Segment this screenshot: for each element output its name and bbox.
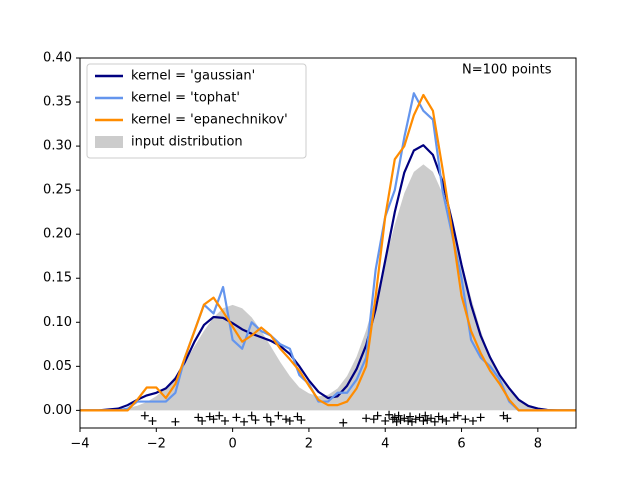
y-tick-label: 0.30 <box>43 139 72 154</box>
point-marker <box>297 416 306 425</box>
point-marker <box>430 417 439 426</box>
point-marker <box>215 411 224 420</box>
point-marker <box>406 412 415 421</box>
point-marker <box>282 415 291 424</box>
point-marker <box>209 415 218 424</box>
point-marker <box>427 414 436 423</box>
x-tick-label: −2 <box>147 437 166 452</box>
x-tick-label: 4 <box>381 437 389 452</box>
y-tick-label: 0.05 <box>43 359 72 374</box>
point-marker <box>442 416 451 425</box>
legend-label: kernel = 'epanechnikov' <box>131 113 288 128</box>
point-marker <box>339 418 348 427</box>
point-marker <box>421 411 430 420</box>
annotation: N=100 points <box>462 63 552 78</box>
point-marker <box>449 413 458 422</box>
point-marker <box>369 415 378 424</box>
plot-frame <box>79 57 577 429</box>
point-marker <box>394 411 403 420</box>
point-marker <box>381 416 390 425</box>
point-marker <box>171 417 180 426</box>
point-marker <box>262 413 271 422</box>
point-marker <box>461 415 470 424</box>
point-marker <box>194 413 203 422</box>
point-marker <box>390 413 399 422</box>
point-marker <box>240 417 249 426</box>
point-marker <box>396 416 405 425</box>
legend-box <box>86 63 307 159</box>
point-marker <box>404 416 413 425</box>
point-marker <box>411 415 420 424</box>
point-marker <box>415 413 424 422</box>
point-marker <box>220 416 229 425</box>
point-marker <box>503 414 512 423</box>
line <box>80 93 576 412</box>
point-marker <box>251 416 260 425</box>
point-marker <box>362 414 371 423</box>
point-marker <box>468 416 477 425</box>
y-tick-label: 0.00 <box>43 403 72 418</box>
point-marker <box>419 416 428 425</box>
point-marker <box>148 416 157 425</box>
x-tick-label: −4 <box>70 437 89 452</box>
point-marker <box>266 417 275 426</box>
legend-label: kernel = 'gaussian' <box>131 69 255 84</box>
point-marker <box>373 411 382 420</box>
legend-label: kernel = 'tophat' <box>131 91 240 106</box>
y-tick-label: 0.35 <box>43 95 72 110</box>
point-marker <box>438 415 447 424</box>
x-tick-label: 0 <box>228 437 236 452</box>
point-marker <box>285 416 294 425</box>
line <box>80 144 576 412</box>
point-marker <box>232 413 241 422</box>
x-tick-label: 8 <box>534 437 542 452</box>
point-marker <box>423 416 432 425</box>
x-tick-label: 2 <box>305 437 313 452</box>
y-tick-label: 0.10 <box>43 315 72 330</box>
point-marker <box>198 416 207 425</box>
point-marker <box>274 411 283 420</box>
point-marker <box>385 410 394 419</box>
y-tick-label: 0.25 <box>43 183 72 198</box>
legend-swatch <box>95 136 123 148</box>
y-tick-label: 0.20 <box>43 227 72 242</box>
point-marker <box>476 413 485 422</box>
point-marker <box>392 417 401 426</box>
legend-label: input distribution <box>131 135 243 150</box>
point-marker <box>247 411 256 420</box>
y-tick-label: 0.15 <box>43 271 72 286</box>
point-marker <box>293 412 302 421</box>
x-tick-label: 6 <box>457 437 465 452</box>
point-marker <box>453 411 462 420</box>
y-tick-label: 0.40 <box>43 51 72 66</box>
line <box>80 92 576 412</box>
point-marker <box>140 411 149 420</box>
